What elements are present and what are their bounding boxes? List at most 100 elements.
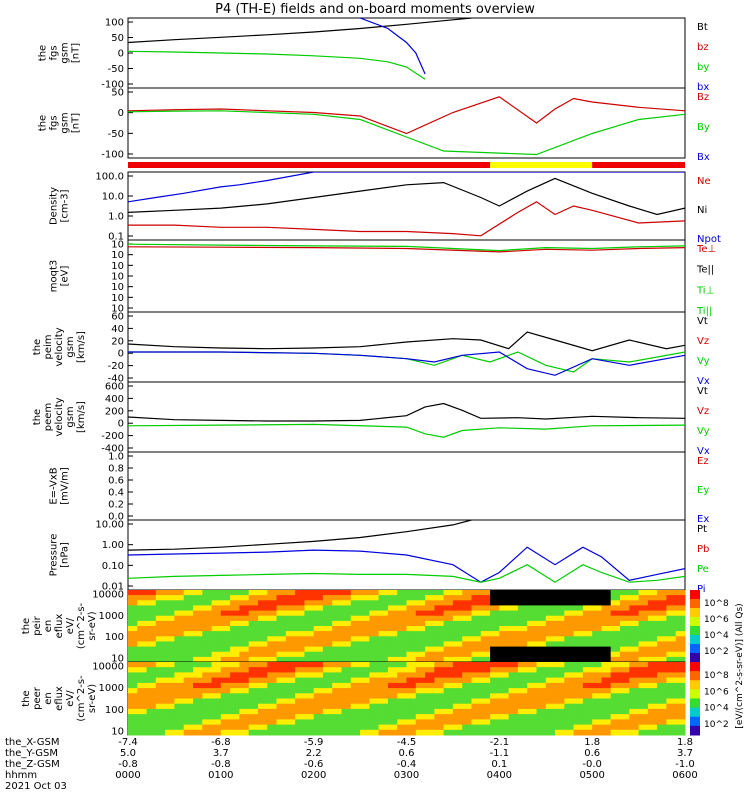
heatmap-cell xyxy=(620,631,630,637)
heatmap-cell xyxy=(248,714,259,720)
heatmap-cell xyxy=(341,714,352,720)
heatmap-cell xyxy=(462,631,472,637)
heatmap-cell xyxy=(666,677,677,684)
colorbar-segment xyxy=(690,662,700,672)
heatmap-cell xyxy=(425,656,435,663)
heatmap-cell xyxy=(174,646,185,653)
y-axis-label: thefgsgsm[nT] xyxy=(38,42,82,63)
heatmap-cell xyxy=(629,677,640,684)
heatmap-cell xyxy=(480,636,491,642)
heatmap-cell xyxy=(155,590,166,596)
heatmap-cell xyxy=(582,636,593,642)
heatmap-cell xyxy=(425,590,435,596)
x-axis-value: 0100 xyxy=(208,770,233,781)
colorbar-tick: 10^4 xyxy=(704,631,729,641)
heatmap-cell xyxy=(471,724,482,731)
heatmap-cell xyxy=(397,595,407,601)
colorbar-label: [eV/(cm^2-s-sr-eV)] (All Qs) xyxy=(735,603,745,728)
heatmap-cell xyxy=(276,688,287,694)
heatmap-cell xyxy=(443,641,454,647)
heatmap-cell xyxy=(239,631,250,637)
heatmap-cell xyxy=(415,656,426,663)
heatmap-cell xyxy=(573,714,584,720)
heatmap-cell xyxy=(499,641,510,647)
heatmap-cell xyxy=(165,667,175,673)
heatmap-cell xyxy=(369,672,380,679)
heatmap-cell xyxy=(582,610,593,617)
y-axis-label-line: the xyxy=(38,45,49,61)
heatmap-cell xyxy=(397,724,407,731)
y-tick-label: -20 xyxy=(108,361,124,372)
heatmap-cell xyxy=(666,714,677,720)
heatmap-cell xyxy=(211,615,222,622)
heatmap-cell xyxy=(128,667,138,673)
heatmap-cell xyxy=(360,595,370,601)
y-tick-label: 10 xyxy=(111,282,124,293)
heatmap-cell xyxy=(211,656,222,663)
heatmap-cell xyxy=(592,656,602,663)
heatmap-cell xyxy=(666,667,677,673)
heatmap-cell xyxy=(285,636,296,642)
heatmap-cell xyxy=(387,590,398,596)
heatmap-cell xyxy=(165,631,175,637)
heatmap-cell xyxy=(350,641,361,647)
heatmap-cell xyxy=(202,615,213,622)
heatmap-cell xyxy=(183,729,194,736)
heatmap-cell xyxy=(183,662,194,668)
y-axis-label-line: velocity xyxy=(54,397,65,436)
heatmap-cell xyxy=(545,688,556,694)
heatmap-cell xyxy=(480,631,491,637)
heatmap-cell xyxy=(360,610,370,617)
heatmap-cell xyxy=(174,698,185,705)
heatmap-cell xyxy=(295,693,305,699)
heatmap-cell xyxy=(248,656,259,663)
heatmap-cell xyxy=(360,590,370,596)
series-line-Ne xyxy=(128,201,685,237)
heatmap-cell xyxy=(573,610,584,617)
heatmap-cell xyxy=(183,703,194,710)
panel-series xyxy=(128,172,685,237)
heatmap-cell xyxy=(471,595,482,601)
heatmap-cell xyxy=(452,724,463,731)
heatmap-cell xyxy=(378,646,389,653)
heatmap-cell xyxy=(555,656,565,663)
x-axis-value: -0.0 xyxy=(582,759,602,770)
heatmap-cell xyxy=(155,641,166,647)
heatmap-cell xyxy=(508,677,519,684)
y-axis-label-line: the xyxy=(38,115,49,131)
heatmap-cell xyxy=(341,667,352,673)
heatmap-cell xyxy=(629,610,640,617)
heatmap-cell xyxy=(360,641,370,647)
heatmap-cell xyxy=(220,656,231,663)
heatmap-cell xyxy=(137,698,148,705)
heatmap-cell xyxy=(647,714,658,720)
y-axis-label-line: moqt3 xyxy=(49,260,60,293)
heatmap-cell xyxy=(545,672,556,679)
y-axis-label-line: eV/ xyxy=(65,617,76,634)
heatmap-cell xyxy=(601,646,612,653)
heatmap-cell xyxy=(165,662,175,668)
heatmap-cell xyxy=(415,651,426,658)
heatmap-cell xyxy=(536,693,547,699)
heatmap-cell xyxy=(211,693,222,699)
heatmap-cell xyxy=(146,595,157,601)
heatmap-cell xyxy=(276,667,287,673)
heatmap-cell xyxy=(452,703,463,710)
heatmap-cell xyxy=(155,729,166,736)
heatmap-cell xyxy=(592,662,602,668)
heatmap-cell xyxy=(397,672,407,679)
heatmap-cell xyxy=(387,641,398,647)
heatmap-cell xyxy=(610,714,621,720)
heatmap-cell xyxy=(443,677,454,684)
heatmap-cell xyxy=(629,631,640,637)
heatmap-cell xyxy=(499,708,510,715)
heatmap-cell xyxy=(601,677,612,684)
heatmap-cell xyxy=(341,641,352,647)
heatmap-cell xyxy=(239,714,250,720)
heatmap-cell xyxy=(517,703,528,710)
heatmap-cell xyxy=(638,714,649,720)
heatmap-cell xyxy=(517,610,528,617)
heatmap-cell xyxy=(137,626,148,632)
heatmap-cell xyxy=(657,724,667,731)
y-tick-label: 10 xyxy=(111,304,124,315)
